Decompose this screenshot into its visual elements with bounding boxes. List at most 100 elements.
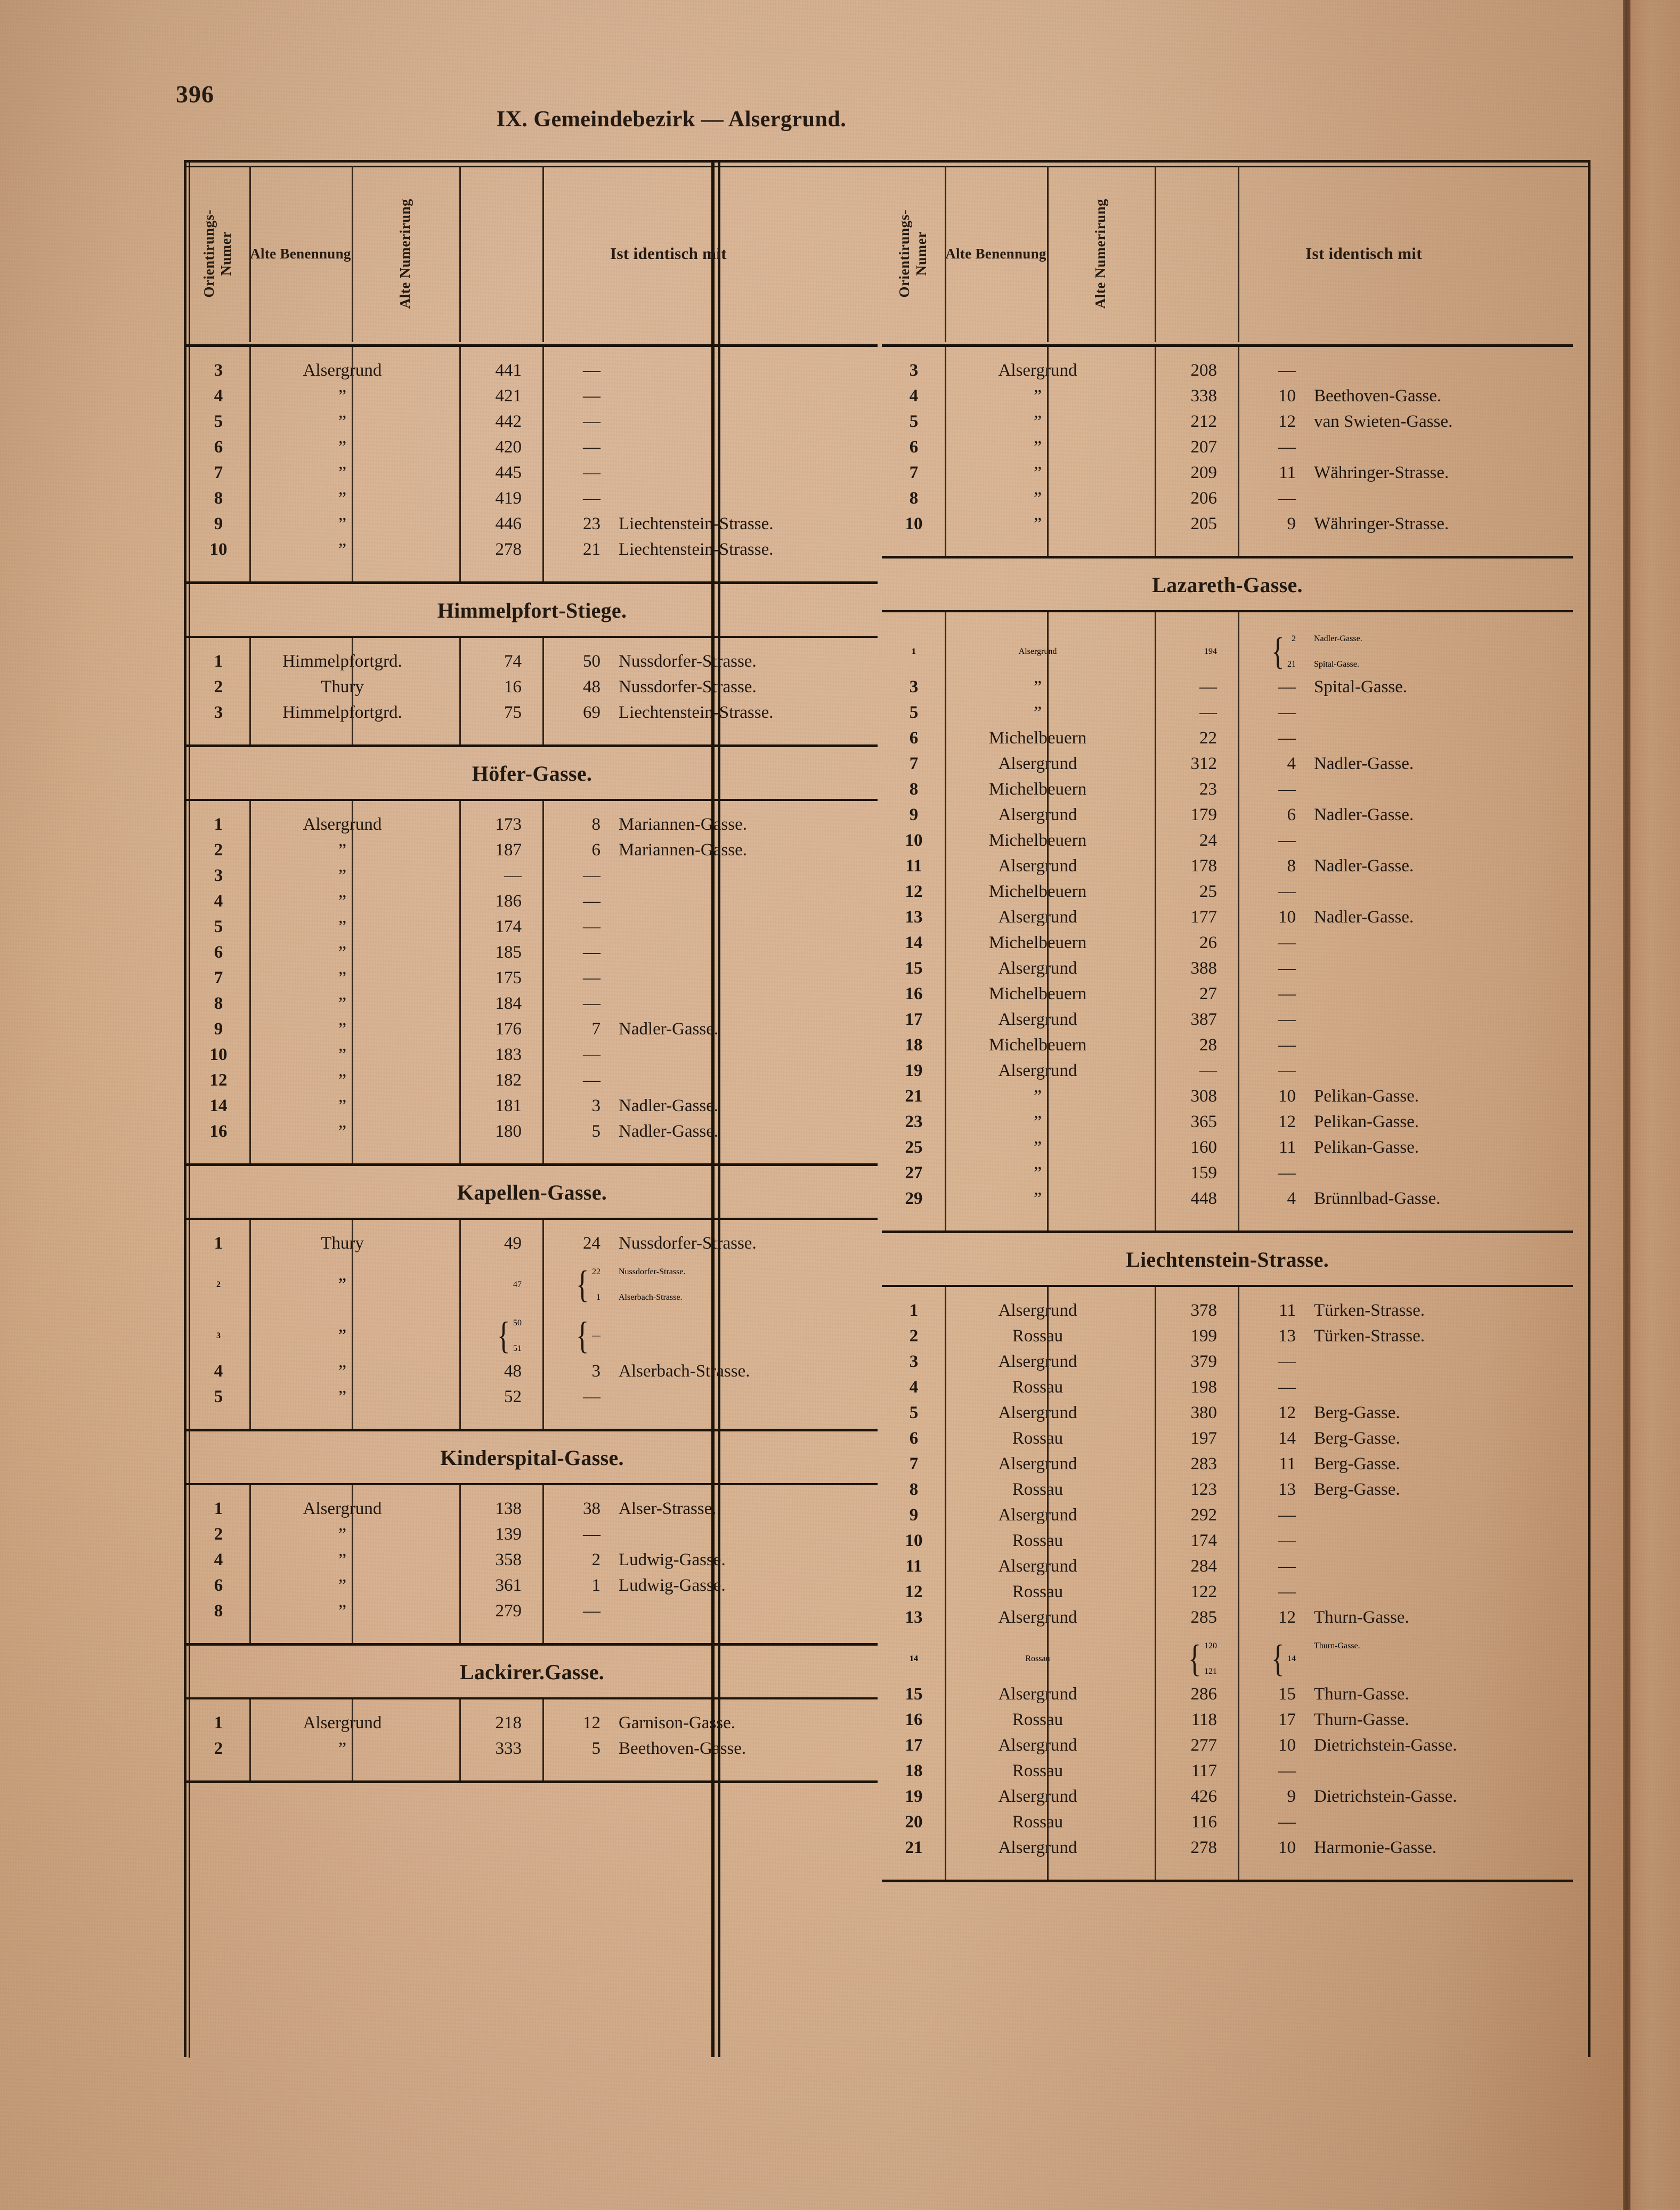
cell-orientirungs-numer: 15 — [905, 959, 923, 978]
cell-identisch-numer: — — [1278, 1557, 1296, 1576]
cell-orientirungs-numer: 4 — [909, 1378, 919, 1397]
body-column-rule-2 — [459, 1485, 461, 1643]
cell-identisch-strasse: Spital-Gasse. — [1314, 677, 1408, 697]
table-row: 2 Thury 16 48 Nussdorfer-Strasse. — [186, 677, 878, 703]
cell-alte-numerirung: 421 — [495, 386, 522, 406]
table-row: 18 Rossau 117 — — [882, 1761, 1573, 1787]
body-column-rule-3 — [1238, 612, 1239, 1231]
section-rows: 3 Alsergrund 208 — 4 ” 338 10 Beethoven-Gasse. 5 ”… — [882, 347, 1573, 556]
cell-identisch-numer: — — [1278, 489, 1296, 508]
cell-orientirungs-numer: 7 — [909, 754, 919, 773]
cell-identisch-numer: 15 — [1278, 1685, 1296, 1704]
cell-identisch-numer: 2 — [1292, 634, 1296, 643]
table-row: 12 ” 182 — — [186, 1071, 878, 1096]
cell-identisch-numer: — — [583, 412, 600, 431]
section-block: 1 Alsergrund 218 12 Garnison-Gasse. 2 ” 333 5 Bee… — [186, 1699, 878, 1783]
body-column-rule-3 — [1238, 1287, 1239, 1880]
cell-orientirungs-numer: 5 — [214, 412, 223, 431]
cell-alte-numerirung: 182 — [495, 1071, 522, 1090]
cell-orientirungs-numer: 2 — [214, 1739, 223, 1758]
cell-alte-benennung: ” — [1033, 1163, 1042, 1183]
cell-identisch-strasse: Spital-Gasse. — [1314, 660, 1359, 669]
body-column-rule-1 — [352, 1699, 353, 1780]
cell-alte-benennung: Rossau — [1012, 1710, 1064, 1729]
cell-orientirungs-numer: 4 — [214, 1550, 223, 1569]
cell-alte-benennung: Rossau — [1012, 1582, 1064, 1601]
body-column-rule-3 — [1238, 347, 1239, 556]
cell-identisch-numer: — — [583, 386, 600, 406]
cell-alte-benennung: ” — [338, 1122, 347, 1142]
cell-identisch-numer: — — [1278, 1505, 1296, 1525]
cell-alte-benennung: Alsergrund — [998, 1505, 1077, 1525]
cell-alte-benennung: ” — [338, 386, 347, 406]
cell-alte-numerirung: 186 — [495, 892, 522, 911]
cell-alte-numerirung: 16 — [504, 677, 522, 697]
table-row: 6 ” 185 — — [186, 943, 878, 968]
cell-identisch-numer: 10 — [1278, 1736, 1296, 1755]
cell-alte-numerirung: 159 — [1190, 1163, 1218, 1183]
cell-identisch-numer: — — [1278, 677, 1296, 697]
table-column-right: Orientirungs- Numer Alte Benennung Alte Nu… — [882, 163, 1573, 1882]
table-center-divider — [711, 160, 715, 2057]
cell-orientirungs-numer: 13 — [905, 1608, 923, 1627]
cell-identisch-numer: — — [583, 463, 600, 482]
body-column-rule-2 — [459, 347, 461, 581]
cell-alte-numerirung: 388 — [1190, 959, 1218, 978]
cell-identisch-numer: 21 — [583, 540, 600, 559]
cell-orientirungs-numer: 8 — [909, 780, 919, 799]
cell-alte-numerirung: 209 — [1190, 463, 1218, 482]
cell-alte-benennung: Himmelpfortgrd. — [282, 652, 402, 671]
table-row: 21 Alsergrund 278 10 Harmonie-Gasse. — [882, 1838, 1573, 1864]
cell-identisch-numer: — — [1278, 703, 1296, 722]
cell-identisch-numer: 13 — [1278, 1326, 1296, 1346]
cell-identisch-numer: 50 — [583, 652, 600, 671]
cell-alte-numerirung: 292 — [1190, 1505, 1218, 1525]
cell-identisch-numer: — — [583, 892, 600, 911]
table-row: 6 ” 207 — — [882, 438, 1573, 463]
cell-identisch-strasse: Thurn-Gasse. — [1314, 1608, 1409, 1627]
cell-orientirungs-numer: 5 — [909, 703, 919, 722]
section-block: 3 Alsergrund 441—4” 421—5” 442—6” 420—7” 445—8… — [186, 347, 878, 584]
cell-identisch-numer: — — [1278, 1352, 1296, 1371]
cell-identisch-numer: 5 — [591, 1122, 601, 1141]
cell-alte-numerirung: 174 — [495, 917, 522, 936]
cell-identisch-numer: — — [583, 1071, 600, 1090]
table-row: 2 ” 333 5 Beethoven-Gasse. — [186, 1739, 878, 1764]
cell-identisch-numer: 11 — [1279, 1301, 1296, 1320]
section-title: Kinderspital-Gasse. — [186, 1431, 878, 1485]
cell-identisch-numer: 10 — [1278, 386, 1296, 406]
cell-alte-numerirung: 277 — [1190, 1736, 1218, 1755]
section-rows: 1 Alsergrund 138 38 Alser-Strasse. 2 ” 139 — 4 ” 35… — [186, 1485, 878, 1643]
cell-orientirungs-numer: 6 — [909, 1429, 919, 1448]
table-row: 10 ” 205 9 Währinger-Strasse. — [882, 514, 1573, 540]
cell-identisch-numer: 5 — [591, 1739, 601, 1758]
cell-alte-numerirung: 118 — [1191, 1710, 1217, 1729]
table-row: 3 ” — — Spital-Gasse. — [882, 677, 1573, 703]
table-row: 9 Alsergrund 179 6 Nadler-Gasse. — [882, 805, 1573, 831]
table-row: 9 ” 446 23 Liechtenstein-Strasse. — [186, 514, 878, 540]
cell-alte-benennung: ” — [338, 463, 347, 483]
cell-orientirungs-numer: 9 — [214, 514, 223, 533]
cell-orientirungs-numer: 2 — [214, 677, 223, 697]
cell-orientirungs-numer: 29 — [905, 1189, 923, 1208]
cell-identisch-numer: 6 — [591, 840, 601, 860]
section-block: 1 Himmelpfortgrd. 74 50 Nussdorfer-Strasse. 2… — [186, 638, 878, 747]
cell-alte-numerirung: 180 — [495, 1122, 522, 1141]
cell-alte-numerirung: 181 — [495, 1096, 522, 1115]
cell-orientirungs-numer: 17 — [905, 1010, 923, 1029]
cell-alte-benennung: ” — [1033, 386, 1042, 406]
section-title: Kapellen-Gasse. — [186, 1166, 878, 1220]
cell-identisch-numer: 3 — [591, 1096, 601, 1115]
cell-alte-numerirung: 208 — [1190, 361, 1218, 380]
table-row: 12 Rossau 122 — — [882, 1582, 1573, 1608]
table-row: 1 Himmelpfortgrd. 74 50 Nussdorfer-Strasse. — [186, 652, 878, 677]
cell-alte-numerirung: 121 — [1204, 1667, 1217, 1676]
cell-identisch-strasse: Alserbach-Strasse. — [619, 1362, 750, 1381]
cell-identisch-numer: — — [1278, 1163, 1296, 1183]
cell-alte-numerirung: 387 — [1190, 1010, 1218, 1029]
cell-identisch-numer: — — [583, 1045, 600, 1064]
section-block: 1 Alsergrund 194{2 21 Nadler-Gasse. Spital-Ga… — [882, 612, 1573, 1233]
cell-alte-benennung: ” — [338, 866, 347, 886]
cell-orientirungs-numer: 10 — [905, 1531, 923, 1550]
cell-alte-benennung: Alsergrund — [998, 1608, 1077, 1627]
